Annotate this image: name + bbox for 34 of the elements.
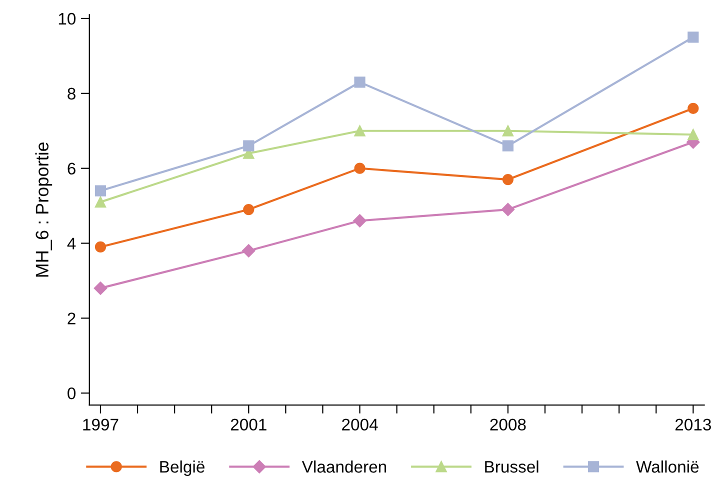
point	[243, 140, 254, 152]
y-tick-label: 6	[68, 162, 76, 175]
x-tick-label: 2008	[490, 418, 526, 431]
point	[94, 185, 106, 196]
y-tick-label: 2	[68, 312, 76, 324]
point	[242, 244, 256, 258]
point	[501, 202, 515, 216]
point	[354, 76, 366, 88]
point	[94, 196, 106, 208]
point	[353, 214, 366, 228]
legend-label: Wallonië	[636, 460, 699, 473]
y-axis-title: MH_6 : Proportie	[35, 142, 52, 277]
point	[94, 241, 106, 253]
point	[502, 140, 514, 152]
point	[688, 129, 699, 140]
legend-label: België	[160, 460, 204, 476]
x-tick-label: 2004	[342, 418, 378, 431]
point	[688, 102, 699, 114]
y-tick-label: 8	[68, 88, 76, 100]
point	[502, 125, 514, 136]
point	[94, 282, 108, 295]
legend-label: Brussel	[485, 460, 538, 473]
point	[243, 204, 254, 216]
x-tick-label: 1997	[83, 418, 118, 431]
point	[502, 174, 514, 186]
legend-label: Vlaanderen	[302, 460, 386, 473]
x-tick-label: 2013	[675, 418, 711, 431]
x-tick-label: 2001	[230, 418, 266, 431]
point	[354, 125, 366, 136]
y-tick-label: 0	[68, 387, 76, 400]
point	[354, 162, 366, 174]
y-tick-label: 10	[58, 12, 76, 25]
y-tick-label: 4	[67, 238, 76, 250]
point	[688, 32, 699, 43]
